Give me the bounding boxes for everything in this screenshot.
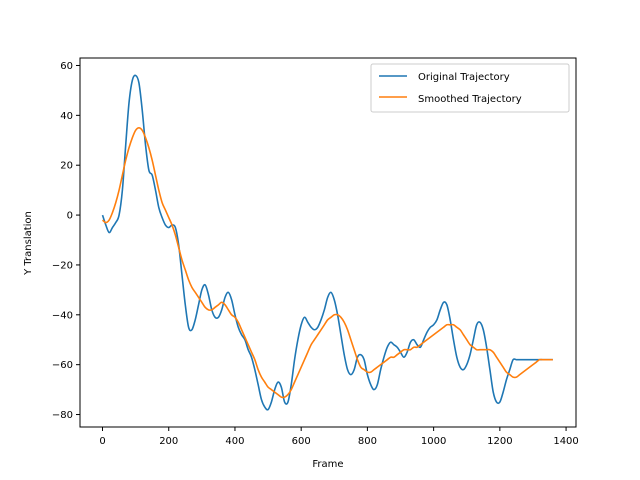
y-tick-label: −80 [52,410,73,421]
x-tick-label: 200 [159,436,178,447]
y-tick-label: −60 [52,360,73,371]
x-tick-label: 0 [99,436,105,447]
y-tick-label: −20 [52,260,73,271]
x-axis-label: Frame [312,459,343,470]
y-tick-label: −40 [52,310,73,321]
x-tick-label: 800 [358,436,377,447]
x-tick-label: 600 [292,436,311,447]
legend-label-smoothed: Smoothed Trajectory [418,94,522,105]
x-tick-label: 1000 [421,436,446,447]
x-tick-label: 1400 [553,436,578,447]
y-tick-label: 60 [60,61,73,72]
y-axis-label: Y Translation [23,211,34,276]
legend-label-original: Original Trajectory [418,72,510,83]
y-tick-label: 20 [60,161,73,172]
legend-box [370,63,570,113]
series-line-original [101,74,553,411]
y-tick-label: 40 [60,111,73,122]
plot-area-frame [79,57,577,428]
x-tick-label: 400 [225,436,244,447]
y-tick-label: 0 [67,211,73,222]
x-tick-label: 1200 [487,436,512,447]
legend: Original Trajectory Smoothed Trajectory [370,63,570,113]
series-line-smoothed [101,127,553,399]
